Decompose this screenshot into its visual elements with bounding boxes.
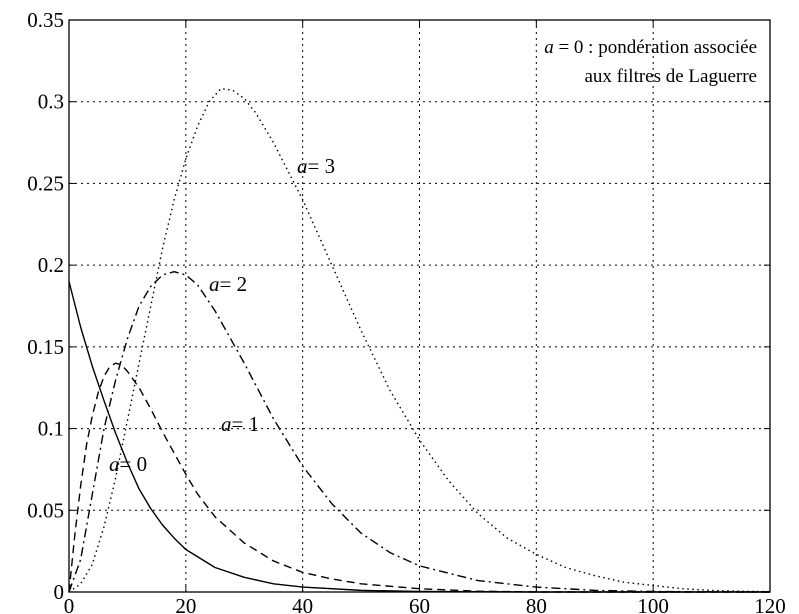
x-tick-label: 120 [754, 594, 786, 614]
x-tick-label: 100 [637, 594, 669, 614]
x-tick-label: 0 [64, 594, 75, 614]
label-a3: a= 3 [297, 154, 335, 178]
y-tick-label: 0.2 [38, 253, 64, 277]
x-tick-label: 40 [292, 594, 313, 614]
x-tick-label: 80 [526, 594, 547, 614]
y-tick-label: 0.05 [27, 498, 64, 522]
series-line-a1 [68, 362, 770, 593]
x-tick-label: 20 [175, 594, 196, 614]
y-tick-label: 0 [54, 580, 65, 604]
annotation-line-1: a = 0 : pondération associée [544, 37, 757, 58]
y-tick-label: 0.25 [27, 171, 64, 195]
x-axis-ticks: 0 20 40 60 80 100 120 [64, 20, 786, 614]
series-line-a2 [68, 270, 771, 593]
annotation-line-2: aux filtres de Laguerre [585, 66, 758, 87]
y-tick-label: 0.3 [38, 90, 64, 114]
x-tick-label: 60 [409, 594, 430, 614]
y-tick-label: 0.1 [38, 417, 64, 441]
y-tick-label: 0.35 [27, 8, 64, 32]
series-line-a0 [68, 281, 770, 593]
y-axis-ticks: 0 0.05 0.1 0.15 0.2 0.25 0.3 0.35 [27, 8, 770, 604]
label-a0: a= 0 [109, 452, 147, 476]
series-lines [68, 87, 771, 593]
y-tick-label: 0.15 [27, 335, 64, 359]
label-a1: a= 1 [221, 412, 259, 436]
grid [69, 20, 770, 592]
series-line-a3 [68, 87, 771, 593]
label-a2: a= 2 [209, 272, 247, 296]
